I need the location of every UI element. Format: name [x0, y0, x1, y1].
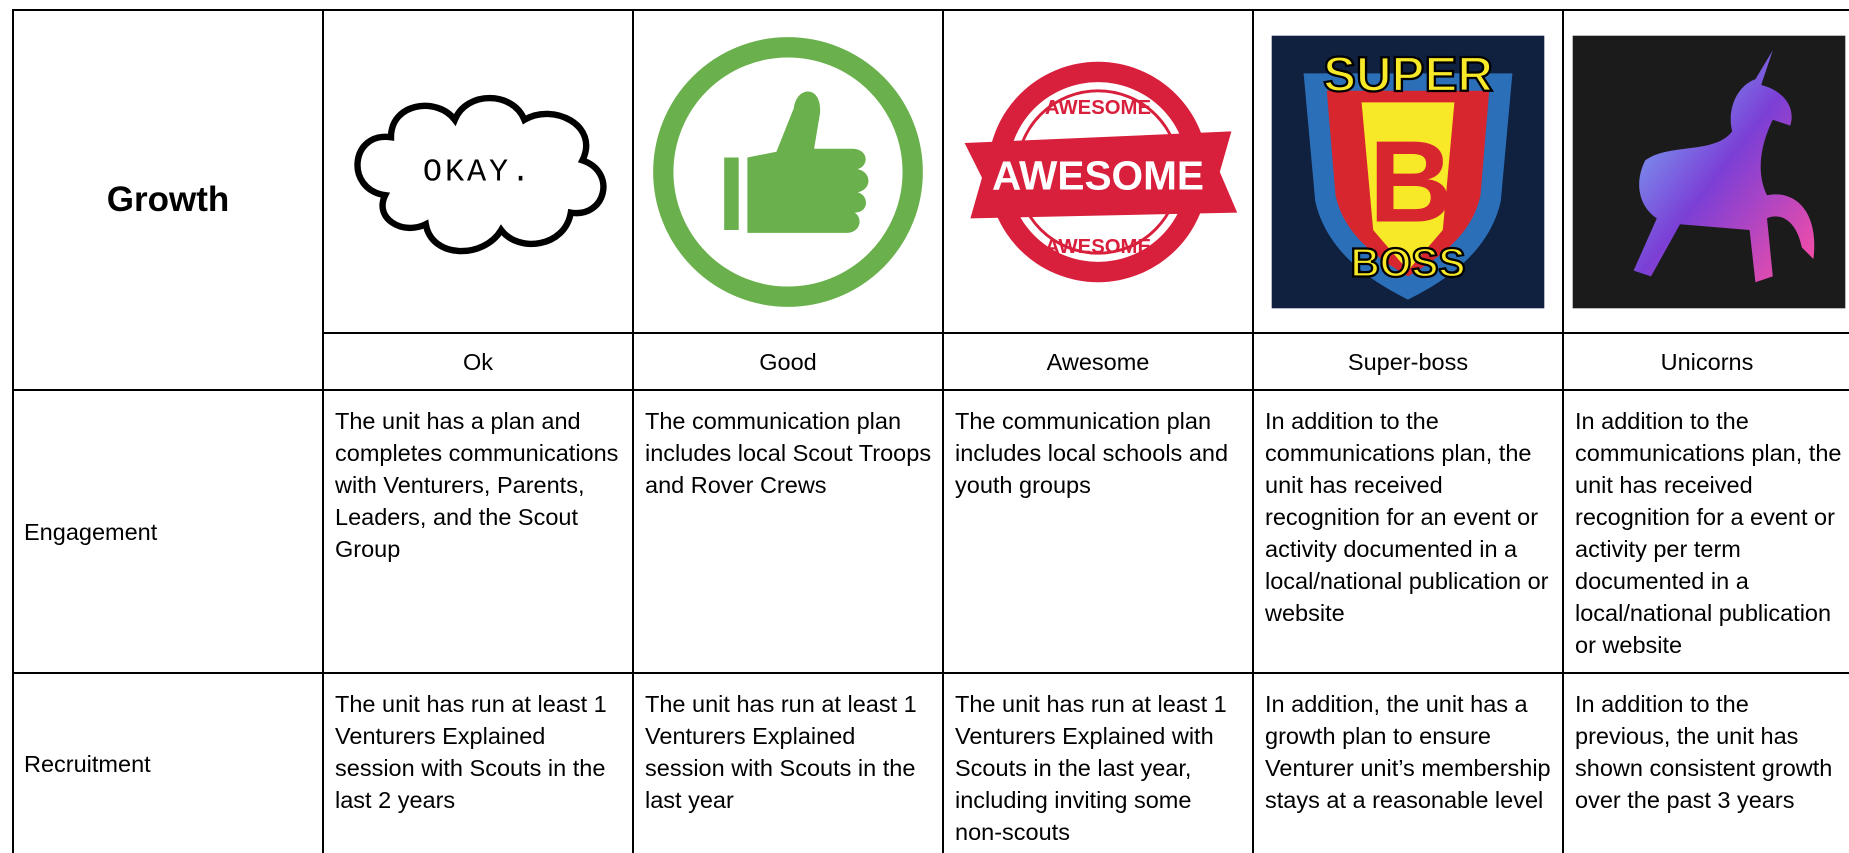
badge-cell: OKAY.: [322, 9, 634, 334]
criteria-cell: In addition to the communications plan, …: [1562, 389, 1849, 674]
criteria-cell: The unit has a plan and completes commun…: [322, 389, 634, 674]
criteria-row: Recruitment The unit has run at least 1 V…: [12, 672, 1849, 853]
criteria-cell: In addition to the communications plan, …: [1252, 389, 1564, 674]
badge-text: SUPER: [1323, 46, 1493, 101]
badge-text: AWESOME: [1045, 236, 1151, 258]
badge-image: OKAY.: [354, 94, 607, 254]
rubric-table: Growth OKAY. AWESOME AWESOME AWESOME B S…: [12, 9, 1849, 853]
criteria-cell: In addition to the previous, the unit ha…: [1562, 672, 1849, 853]
badge-cell: [632, 9, 944, 334]
criteria-cell: The unit has run at least 1 Venturers Ex…: [942, 672, 1254, 853]
badge-cell: B SUPER BOSS: [1252, 9, 1564, 334]
badge-image: [653, 36, 923, 307]
badge-text: B: [1369, 116, 1453, 246]
level-label: Unicorns: [1562, 332, 1849, 391]
level-label: Super-boss: [1252, 332, 1564, 391]
badge-text: AWESOME: [992, 152, 1204, 198]
criteria-cell: The unit has run at least 1 Venturers Ex…: [322, 672, 634, 853]
title-cell: Growth: [12, 9, 324, 391]
header-row: Growth OKAY. AWESOME AWESOME AWESOME B S…: [12, 9, 1849, 391]
row-label: Recruitment: [12, 672, 324, 853]
criteria-cell: The unit has run at least 1 Venturers Ex…: [632, 672, 944, 853]
badge-text: AWESOME: [1045, 97, 1151, 119]
level-label: Good: [632, 332, 944, 391]
badge-text: BOSS: [1350, 239, 1465, 285]
criteria-cell: The communication plan includes local Sc…: [632, 389, 944, 674]
badge-image: AWESOME AWESOME AWESOME: [964, 61, 1238, 282]
criteria-cell: In addition, the unit has a growth plan …: [1252, 672, 1564, 853]
criteria-row: Engagement The unit has a plan and comple…: [12, 389, 1849, 674]
badge-cell: AWESOME AWESOME AWESOME: [942, 9, 1254, 334]
criteria-cell: The communication plan includes local sc…: [942, 389, 1254, 674]
badge-image: [1572, 35, 1846, 308]
level-label: Awesome: [942, 332, 1254, 391]
badge-text: OKAY.: [423, 153, 533, 190]
level-label: Ok: [322, 332, 634, 391]
badge-cell: [1562, 9, 1849, 334]
level-row: Ok Good Awesome Super-boss Unicorns: [13, 332, 1849, 391]
row-label: Engagement: [12, 389, 324, 674]
badge-image: B SUPER BOSS: [1271, 35, 1545, 308]
